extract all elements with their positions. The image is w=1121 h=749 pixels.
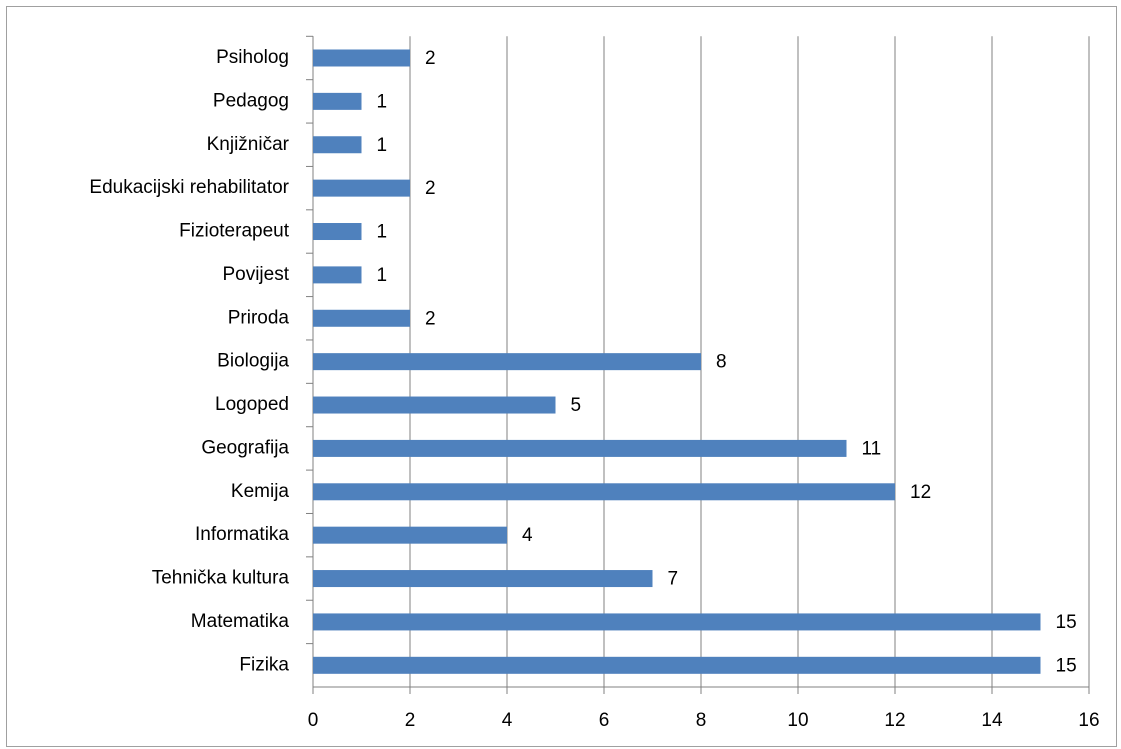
data-label: 1 [377,265,388,286]
x-tick-label: 16 [1078,710,1099,731]
data-label: 15 [1056,655,1077,676]
bar [313,136,362,154]
bar [313,266,362,284]
data-label: 8 [716,352,727,373]
data-label: 4 [522,525,533,546]
bar [313,49,410,67]
x-tick-label: 12 [884,710,905,731]
bar [313,179,410,197]
y-tick-label: Edukacijski rehabilitator [89,177,289,198]
y-tick-label: Logoped [215,394,289,415]
x-tick-label: 2 [405,710,416,731]
data-label: 11 [862,438,882,459]
bar [313,92,362,110]
x-tick-label: 8 [696,710,707,731]
x-tick-label: 10 [787,710,808,731]
data-label: 15 [1056,612,1077,633]
y-tick-label: Povijest [222,264,289,285]
y-tick-label: Tehnička kultura [152,568,290,589]
bar [313,309,410,327]
y-tick-label: Fizioterapeut [179,221,290,242]
y-tick-label: Matematika [191,611,290,632]
y-tick-label: Biologija [217,351,289,372]
y-tick-label: Fizika [239,654,289,675]
data-label: 1 [377,135,388,156]
data-label: 1 [377,91,388,112]
x-tick-label: 0 [308,710,319,731]
y-tick-label: Informatika [195,524,289,545]
y-tick-label: Psiholog [216,47,289,68]
data-label: 5 [571,395,582,416]
y-tick-label: Kemija [231,481,290,502]
bar [313,223,362,241]
data-label: 2 [425,308,436,329]
data-label: 2 [425,48,436,69]
x-tick-label: 4 [502,710,513,731]
bar [313,613,1041,631]
y-tick-label: Pedagog [213,90,289,111]
bar [313,396,556,414]
bar [313,570,653,588]
bar [313,353,701,371]
y-tick-label: Geografija [201,437,289,458]
y-tick-label: Knjižničar [207,134,290,155]
data-label: 12 [910,482,931,503]
x-tick-label: 14 [981,710,1003,731]
data-label: 2 [425,178,436,199]
data-label: 1 [377,222,388,243]
bar [313,483,895,501]
y-tick-label: Priroda [228,307,290,328]
data-label: 7 [668,569,679,590]
x-tick-label: 6 [599,710,610,731]
bar [313,526,507,544]
bar [313,656,1041,674]
bar [313,439,847,457]
chart-frame [6,6,1117,747]
